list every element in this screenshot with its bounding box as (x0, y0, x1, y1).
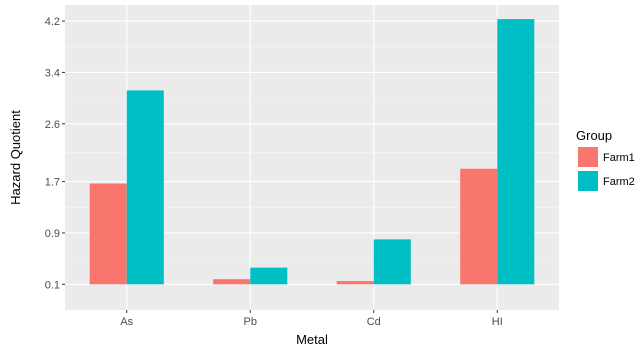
legend-key-farm2 (578, 171, 598, 191)
x-tick-label: HI (492, 316, 503, 328)
legend-key-farm1 (578, 147, 598, 167)
bar-farm1 (89, 183, 127, 285)
bar-farm1 (460, 168, 498, 285)
bar-farm1 (336, 281, 374, 285)
bar-farm2 (497, 19, 535, 285)
y-tick-label: 4.2 (45, 16, 60, 28)
x-tick-label: Cd (367, 316, 381, 328)
bar-farm1 (213, 279, 251, 285)
x-axis-title: Metal (296, 332, 328, 347)
y-tick-label: 1.7 (45, 177, 60, 189)
y-tick-label: 3.4 (45, 67, 60, 79)
x-tick-label: As (120, 316, 133, 328)
x-axis: As Pb Cd HI (120, 310, 503, 328)
bar-farm2 (126, 90, 164, 285)
y-axis-title: Hazard Quotient (8, 110, 23, 205)
bar-farm2 (373, 239, 411, 285)
legend-label: Farm1 (603, 152, 635, 164)
y-axis: 0.1 0.9 1.7 2.6 3.4 4.2 (45, 16, 65, 291)
legend-label: Farm2 (603, 176, 635, 188)
x-tick-label: Pb (244, 316, 257, 328)
legend-title: Group (576, 128, 612, 143)
legend: Group Farm1 Farm2 (576, 128, 635, 191)
y-tick-label: 0.9 (45, 228, 60, 240)
bars (89, 19, 535, 285)
y-tick-label: 2.6 (45, 119, 60, 131)
y-tick-label: 0.1 (45, 279, 60, 291)
bar-farm2 (250, 267, 288, 285)
